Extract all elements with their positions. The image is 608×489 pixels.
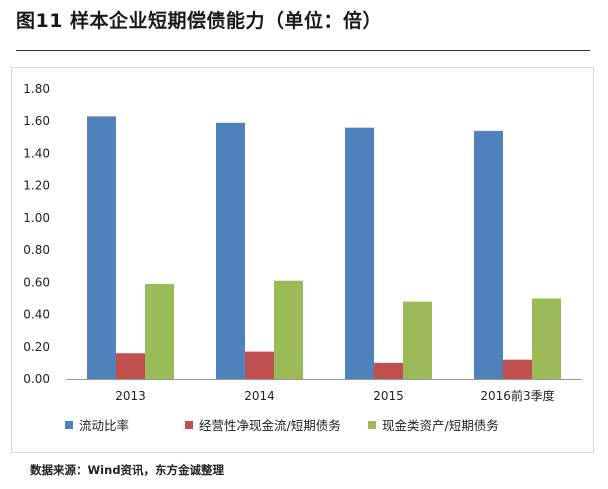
bar-经营性净现金流/短期债务-2016前3季度 <box>503 359 532 379</box>
y-tick-label: 1.40 <box>23 146 50 160</box>
y-tick-label: 1.60 <box>23 114 50 128</box>
y-axis: 0.00 0.20 0.40 0.60 0.80 1.00 1.20 1.40 1.60 1.80 <box>23 82 50 386</box>
bar-现金类资产/短期债务-2016前3季度 <box>532 298 561 379</box>
legend: 流动比率 经营性净现金流/短期债务 现金类资产/短期债务 <box>65 418 499 433</box>
y-tick-label: 0.20 <box>23 340 50 354</box>
bar-流动比率-2013 <box>87 116 116 379</box>
bar-流动比率-2016前3季度 <box>474 130 503 379</box>
bars <box>87 116 561 380</box>
bar-经营性净现金流/短期债务-2015 <box>374 362 403 379</box>
y-tick-label: 0.40 <box>23 308 50 322</box>
legend-swatch <box>185 421 193 429</box>
title-divider <box>16 50 590 51</box>
x-category-label: 2015 <box>373 389 404 403</box>
legend-swatch <box>65 421 73 429</box>
bar-流动比率-2014 <box>216 122 245 379</box>
legend-label: 现金类资产/短期债务 <box>382 418 499 433</box>
y-tick-label: 1.80 <box>23 82 50 96</box>
x-category-label: 2014 <box>244 389 275 403</box>
chart-frame <box>11 67 594 453</box>
x-axis: 2013 2014 2015 2016前3季度 <box>66 379 582 403</box>
data-source-note: 数据来源：Wind资讯，东方金诚整理 <box>30 463 225 477</box>
bar-经营性净现金流/短期债务-2014 <box>245 351 274 379</box>
bar-现金类资产/短期债务-2013 <box>145 283 174 379</box>
y-tick-label: 0.00 <box>23 372 50 386</box>
y-tick-label: 0.80 <box>23 243 50 257</box>
legend-swatch <box>368 421 376 429</box>
bar-经营性净现金流/短期债务-2013 <box>116 353 145 379</box>
x-category-label: 2013 <box>115 389 146 403</box>
bar-流动比率-2015 <box>345 127 374 380</box>
y-tick-label: 1.00 <box>23 211 50 225</box>
y-tick-label: 1.20 <box>23 179 50 193</box>
x-category-label: 2016前3季度 <box>480 388 554 403</box>
bar-现金类资产/短期债务-2014 <box>274 280 303 379</box>
chart-title: 图11 样本企业短期偿债能力（单位：倍） <box>16 10 383 32</box>
y-tick-label: 0.60 <box>23 275 50 289</box>
legend-label: 流动比率 <box>79 418 129 433</box>
bar-现金类资产/短期债务-2015 <box>403 301 432 379</box>
legend-label: 经营性净现金流/短期债务 <box>199 418 341 433</box>
